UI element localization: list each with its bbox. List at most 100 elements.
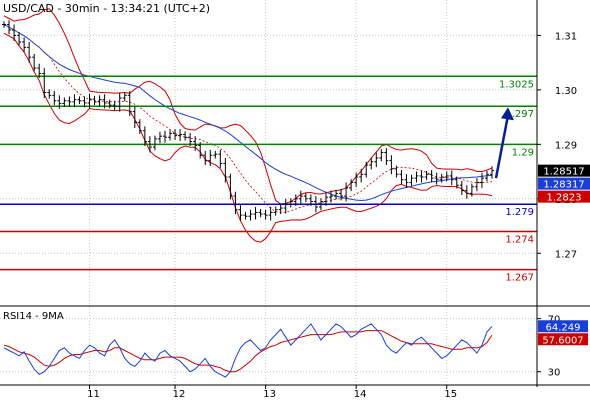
price-bar (364, 161, 369, 178)
price-bar (168, 130, 173, 141)
price-bar (132, 106, 137, 128)
x-tick-label: 11 (87, 389, 100, 400)
x-tick-label: 13 (263, 389, 276, 400)
price-bar (303, 192, 308, 203)
middle-band-line (3, 24, 493, 214)
price-bar (162, 130, 167, 143)
price-bar (283, 198, 288, 214)
price-tag-label: 1.2823 (547, 193, 582, 204)
price-bar (52, 90, 57, 106)
price-bar (42, 68, 47, 99)
price-bar (183, 131, 188, 141)
price-bar (424, 171, 429, 181)
price-bar (2, 21, 6, 28)
price-bar (57, 95, 62, 109)
price-bar (449, 170, 454, 186)
support-level-label: 1.274 (505, 234, 534, 245)
rsi-tag-label: 57.6007 (542, 335, 583, 346)
price-bar (32, 53, 37, 72)
price-bar (193, 136, 198, 151)
price-bar (178, 129, 183, 142)
price-bar (173, 129, 178, 140)
price-bar (454, 176, 459, 189)
price-bar (112, 100, 117, 111)
price-bar (157, 131, 162, 144)
price-bar (394, 165, 399, 178)
price-bar (12, 24, 17, 41)
rsi-ma-line (3, 330, 493, 373)
price-bar (288, 198, 293, 208)
price-bar (344, 182, 349, 202)
price-bar (479, 172, 484, 188)
price-tick-label: 1.30 (555, 86, 577, 97)
price-tag-label: 1.28517 (543, 167, 584, 178)
price-bar (268, 206, 273, 221)
price-bar (203, 150, 208, 166)
price-bar (263, 209, 268, 220)
price-bar (72, 94, 77, 108)
x-tick-label: 14 (354, 389, 367, 400)
rsi-tick-label: 70 (548, 315, 561, 326)
price-bar (97, 95, 102, 107)
support-level-label: 1.267 (505, 273, 534, 284)
price-bar (464, 185, 469, 199)
price-bar (82, 96, 87, 108)
price-bar (238, 204, 243, 221)
price-bar (484, 171, 489, 182)
price-bar (379, 149, 384, 162)
price-bar (228, 173, 233, 200)
price-tag-label: 1.28317 (543, 180, 584, 191)
price-bar (323, 192, 328, 206)
price-bar (27, 41, 32, 63)
price-bar (17, 32, 22, 46)
rsi-plot-area (0, 308, 537, 385)
price-bar (37, 63, 42, 78)
rsi-tag-box (538, 320, 588, 333)
price-bar (233, 191, 238, 215)
price-bar (329, 190, 334, 203)
forecast-arrow-shaft (494, 115, 510, 179)
price-bar (248, 209, 253, 221)
price-bar (67, 96, 72, 107)
pivot-level-label: 1.279 (505, 207, 534, 218)
price-tag-box (538, 164, 590, 177)
resistance-level-label: 1.29 (512, 147, 534, 158)
price-tick-label: 1.31 (555, 31, 577, 42)
rsi-line (3, 323, 493, 378)
chart-title: USD/CAD - 30min - 13:34:21 (UTC+2) (3, 2, 210, 15)
price-bar (414, 171, 419, 183)
price-tag-box (538, 190, 590, 203)
price-bar (409, 174, 414, 186)
rsi-tag-label: 64.249 (546, 322, 581, 333)
rsi-lines (3, 323, 493, 378)
price-bar (127, 90, 132, 117)
price-bar (117, 92, 122, 112)
price-bar (122, 92, 127, 102)
price-tick-label: 1.29 (555, 140, 577, 151)
price-bar (77, 96, 82, 105)
price-bar (469, 183, 474, 197)
price-bar (102, 94, 107, 109)
forecast-arrow-head (501, 107, 514, 121)
price-bar (253, 206, 258, 220)
price-tag-box (538, 177, 590, 190)
price-bar (349, 179, 354, 192)
price-bar (137, 119, 142, 134)
price-bar (308, 194, 313, 206)
lower-band-line (3, 32, 493, 243)
price-bar (293, 194, 298, 206)
price-bars (2, 20, 494, 221)
price-tick-label: 1.27 (555, 249, 577, 260)
price-bar (7, 20, 12, 35)
price-bar (334, 190, 339, 200)
price-bar (318, 198, 323, 211)
price-bar (429, 169, 434, 183)
price-bar (384, 148, 389, 166)
price-bar (439, 173, 444, 183)
price-bar (188, 132, 193, 146)
price-bar (374, 152, 379, 168)
price-bar (87, 93, 92, 109)
moving-average-line (3, 24, 493, 202)
